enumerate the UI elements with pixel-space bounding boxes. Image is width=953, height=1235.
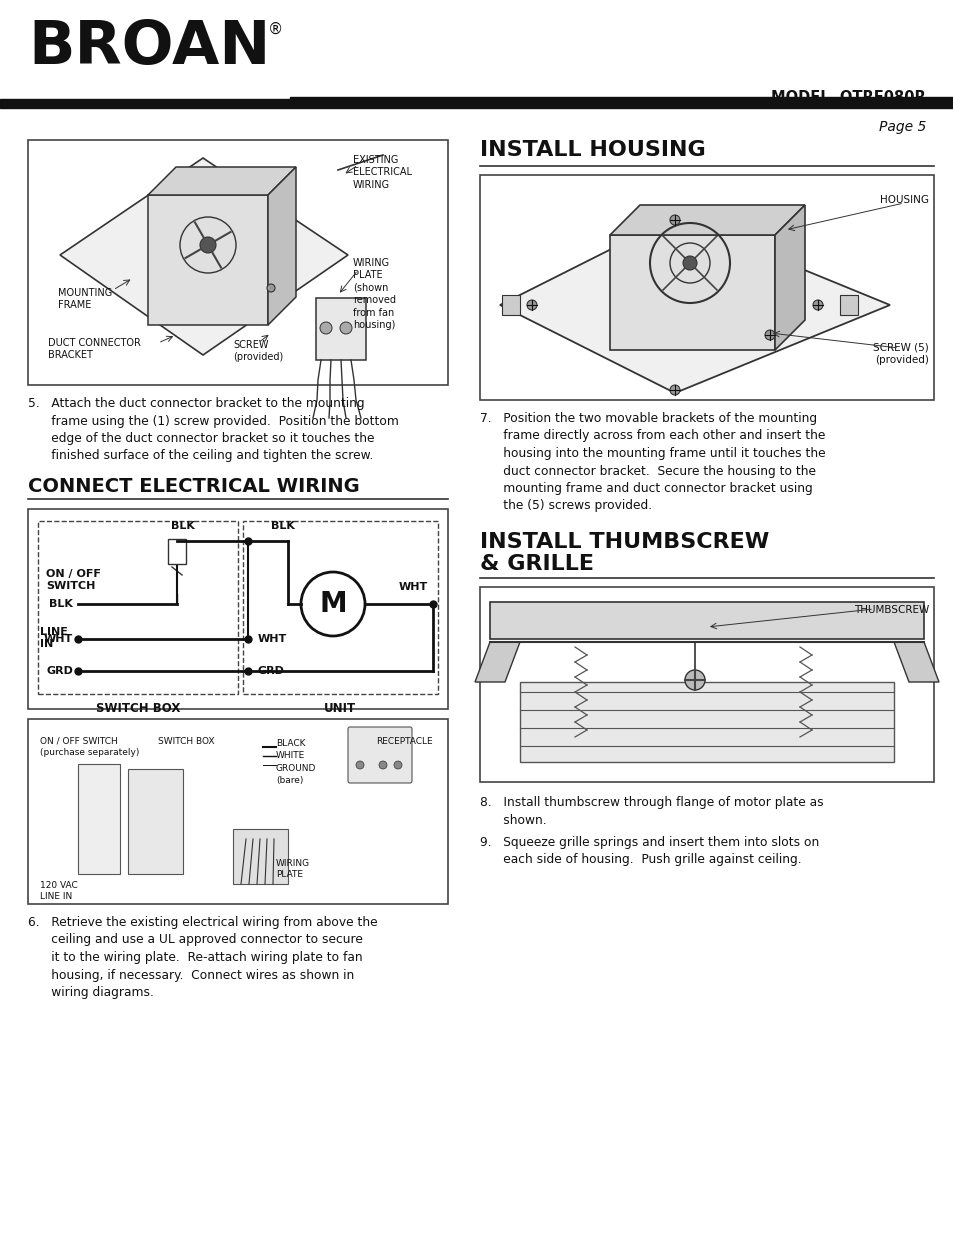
Text: 7.   Position the two movable brackets of the mounting
      frame directly acro: 7. Position the two movable brackets of … [479, 412, 824, 513]
Text: EXISTING
ELECTRICAL
WIRING: EXISTING ELECTRICAL WIRING [353, 156, 412, 190]
Text: ®: ® [268, 22, 283, 37]
Bar [0, 99, 953, 107]
Text: LINE
IN: LINE IN [40, 627, 68, 648]
Text: UNIT: UNIT [324, 701, 355, 715]
Text: WIRING
PLATE
(shown
removed
from fan
housing): WIRING PLATE (shown removed from fan hou… [353, 258, 395, 330]
Text: Page 5: Page 5 [878, 120, 925, 135]
Bar [28, 509, 448, 709]
Circle shape [764, 330, 774, 340]
Text: 120 VAC
LINE IN: 120 VAC LINE IN [40, 881, 77, 902]
Bar [168, 538, 186, 564]
Text: 8.   Install thumbscrew through flange of motor plate as
      shown.: 8. Install thumbscrew through flange of … [479, 797, 822, 826]
Text: BLK: BLK [271, 521, 294, 531]
Text: MOUNTING
FRAME: MOUNTING FRAME [58, 288, 112, 310]
Text: BLK: BLK [49, 599, 73, 609]
Circle shape [339, 322, 352, 333]
Circle shape [812, 300, 822, 310]
Text: WIRING
PLATE: WIRING PLATE [275, 860, 310, 879]
Bar [233, 829, 288, 884]
Text: BROAN: BROAN [28, 19, 270, 77]
Text: THUMBSCREW: THUMBSCREW [853, 605, 928, 615]
Circle shape [682, 256, 697, 270]
Bar [609, 235, 774, 350]
Text: WHT: WHT [257, 634, 287, 643]
Text: GRD: GRD [257, 666, 285, 676]
Text: M: M [319, 590, 347, 618]
Bar [243, 521, 437, 694]
Polygon shape [499, 217, 889, 393]
Text: GRD: GRD [46, 666, 73, 676]
Text: CONNECT ELECTRICAL WIRING: CONNECT ELECTRICAL WIRING [28, 477, 359, 496]
Text: SWITCH BOX: SWITCH BOX [95, 701, 180, 715]
Bar [28, 719, 448, 904]
Text: INSTALL THUMBSCREW
& GRILLE: INSTALL THUMBSCREW & GRILLE [479, 532, 768, 574]
Text: SCREW
(provided): SCREW (provided) [233, 340, 283, 362]
Circle shape [355, 761, 364, 769]
Text: SCREW (5)
(provided): SCREW (5) (provided) [872, 343, 928, 366]
Bar [479, 587, 933, 782]
Circle shape [319, 322, 332, 333]
Polygon shape [490, 601, 923, 638]
Text: HOUSING: HOUSING [879, 195, 928, 205]
Text: RECEPTACLE: RECEPTACLE [375, 737, 432, 746]
Text: 6.   Retrieve the existing electrical wiring from above the
      ceiling and us: 6. Retrieve the existing electrical wiri… [28, 916, 377, 999]
Text: WHT: WHT [44, 634, 73, 643]
Bar [148, 195, 268, 325]
Polygon shape [893, 642, 938, 682]
Polygon shape [475, 642, 519, 682]
Bar [315, 298, 366, 359]
Bar [128, 769, 183, 874]
Bar [479, 175, 933, 400]
Circle shape [200, 237, 215, 253]
Text: 5.   Attach the duct connector bracket to the mounting
      frame using the (1): 5. Attach the duct connector bracket to … [28, 396, 398, 462]
Text: INSTALL HOUSING: INSTALL HOUSING [479, 140, 705, 161]
Bar [38, 521, 237, 694]
Bar [519, 682, 893, 762]
Circle shape [684, 671, 704, 690]
Circle shape [669, 385, 679, 395]
Text: BLACK
WHITE
GROUND
(bare): BLACK WHITE GROUND (bare) [275, 739, 316, 785]
Polygon shape [60, 158, 348, 354]
Text: DUCT CONNECTOR
BRACKET: DUCT CONNECTOR BRACKET [48, 338, 141, 361]
Circle shape [267, 284, 274, 291]
Bar [501, 295, 519, 315]
FancyBboxPatch shape [348, 727, 412, 783]
Text: ON / OFF SWITCH
(purchase separately): ON / OFF SWITCH (purchase separately) [40, 737, 139, 757]
Polygon shape [148, 167, 295, 195]
Circle shape [378, 761, 387, 769]
Text: ON / OFF
SWITCH: ON / OFF SWITCH [46, 569, 101, 590]
Text: MODEL  QTRE080R: MODEL QTRE080R [770, 90, 925, 105]
Text: WHT: WHT [398, 582, 428, 592]
Bar [28, 140, 448, 385]
Bar [78, 764, 120, 874]
Circle shape [669, 215, 679, 225]
Text: SWITCH BOX: SWITCH BOX [158, 737, 214, 746]
Bar [290, 98, 953, 103]
Circle shape [526, 300, 537, 310]
Text: BLK: BLK [171, 521, 194, 531]
Polygon shape [609, 205, 804, 235]
Polygon shape [268, 167, 295, 325]
Polygon shape [774, 205, 804, 350]
Circle shape [394, 761, 401, 769]
Bar [840, 295, 857, 315]
Text: 9.   Squeeze grille springs and insert them into slots on
      each side of hou: 9. Squeeze grille springs and insert the… [479, 836, 819, 867]
